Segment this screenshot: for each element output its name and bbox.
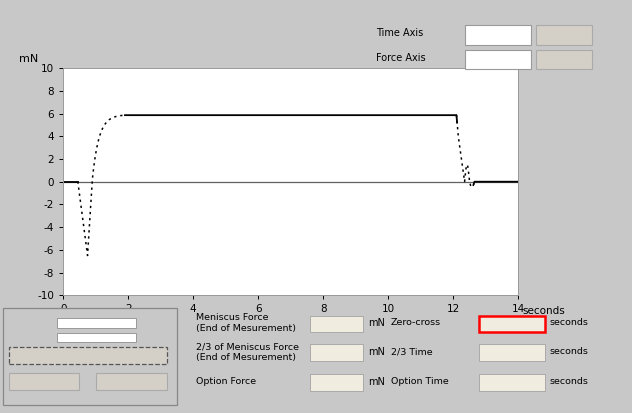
Text: Meniscus Force
(End of Mesurement): Meniscus Force (End of Mesurement) [196, 313, 296, 332]
Text: 0.89: 0.89 [501, 318, 523, 328]
Text: 2/3 Time: 2/3 Time [391, 347, 432, 356]
Text: Zero level shift: Zero level shift [8, 309, 76, 318]
Text: Set: Set [35, 377, 53, 387]
Text: Time Axis: Time Axis [376, 28, 423, 38]
Text: seconds: seconds [550, 347, 589, 356]
Text: Option Force: Option Force [196, 377, 256, 386]
Text: Option Time: Option Time [391, 377, 448, 386]
Text: ►: ► [136, 333, 142, 342]
Text: seconds: seconds [550, 377, 589, 386]
Text: seconds: seconds [550, 318, 589, 328]
Text: Force Axis: Force Axis [8, 333, 54, 342]
Text: Cancel: Cancel [114, 377, 150, 387]
Text: seconds: seconds [523, 306, 566, 316]
Text: mN: mN [556, 53, 572, 63]
Text: mN: mN [368, 318, 385, 328]
Text: mN: mN [368, 347, 385, 357]
Text: Zero-cross: Zero-cross [391, 318, 441, 328]
Text: mN: mN [19, 54, 38, 64]
Text: ◄: ◄ [49, 333, 55, 342]
Text: 0.00: 0.00 [325, 377, 348, 387]
Text: 0.00: 0.00 [486, 53, 509, 63]
Text: ►: ► [136, 318, 142, 328]
Text: 4.00: 4.00 [325, 347, 348, 357]
Text: ◄: ◄ [49, 318, 55, 328]
Text: 1.17: 1.17 [501, 347, 523, 357]
Text: 5.86: 5.86 [325, 318, 348, 328]
Text: Time Axis: Time Axis [8, 318, 52, 328]
Text: 0.00: 0.00 [501, 377, 523, 387]
Text: Change: Change [66, 349, 111, 362]
Text: 0.00: 0.00 [486, 28, 509, 38]
Text: Force Axis: Force Axis [376, 53, 426, 63]
Text: 2/3 of Meniscus Force
(End of Mesurement): 2/3 of Meniscus Force (End of Mesurement… [196, 342, 299, 361]
Text: seconds: seconds [544, 28, 584, 38]
Text: mN: mN [368, 377, 385, 387]
